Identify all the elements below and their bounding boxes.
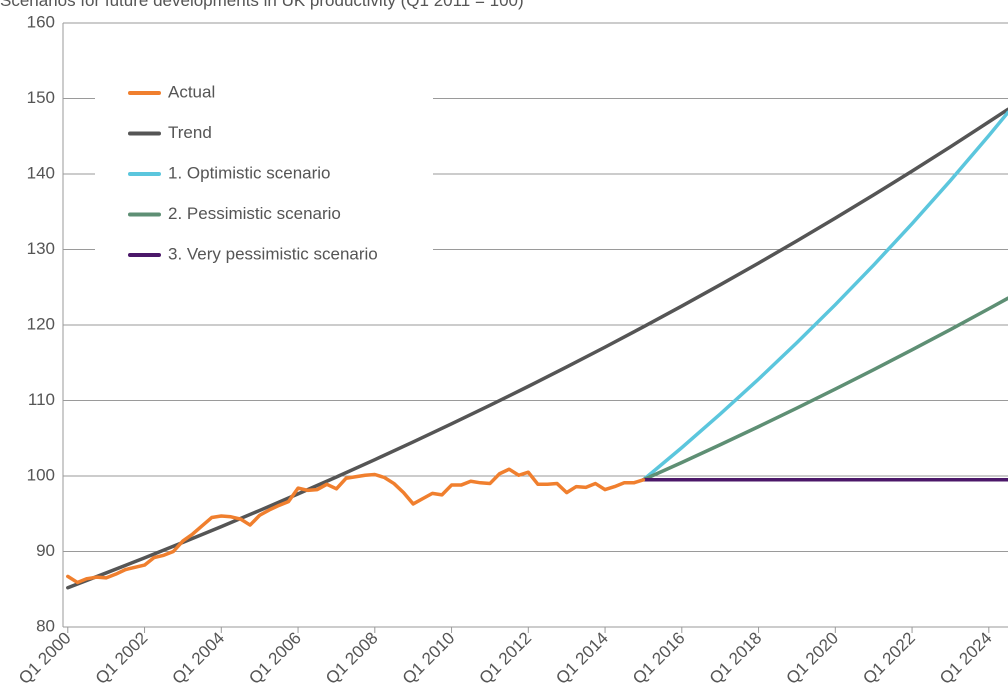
legend-label: Actual — [168, 82, 215, 101]
legend-label: 3. Very pessimistic scenario — [168, 244, 378, 263]
x-tick-label: Q1 2006 — [245, 628, 305, 688]
y-tick-label: 100 — [27, 465, 55, 484]
y-tick-label: 150 — [27, 88, 55, 107]
chart-title: Scenarios for future developments in UK … — [0, 0, 524, 10]
y-tick-label: 120 — [27, 314, 55, 333]
x-tick-label: Q1 2022 — [859, 628, 919, 688]
y-tick-label: 140 — [27, 163, 55, 182]
legend-label: 1. Optimistic scenario — [168, 163, 331, 182]
x-tick-label: Q1 2018 — [706, 628, 766, 688]
series-line — [641, 296, 1008, 482]
x-tick-label: Q1 2002 — [92, 628, 152, 688]
series-line — [66, 467, 646, 585]
y-tick-label: 160 — [27, 12, 55, 31]
series-line — [641, 110, 1008, 482]
y-tick-label: 90 — [36, 541, 55, 560]
x-tick-label: Q1 2020 — [783, 628, 843, 688]
legend-label: Trend — [168, 123, 212, 142]
x-tick-label: Q1 2004 — [169, 628, 229, 688]
y-tick-label: 110 — [28, 390, 55, 409]
y-tick-label: 80 — [36, 616, 55, 635]
x-tick-label: Q1 2008 — [322, 628, 382, 688]
legend-label: 2. Pessimistic scenario — [168, 204, 341, 223]
x-tick-label: Q1 2010 — [399, 628, 459, 688]
x-tick-label: Q1 2024 — [936, 628, 996, 688]
x-tick-label: Q1 2012 — [476, 628, 536, 688]
y-tick-label: 130 — [27, 239, 55, 258]
legend-box — [95, 75, 433, 282]
x-tick-label: Q1 2014 — [552, 628, 612, 688]
x-tick-label: Q1 2016 — [629, 628, 689, 688]
series-line — [66, 107, 1008, 590]
x-tick-label: Q1 2000 — [15, 628, 75, 688]
